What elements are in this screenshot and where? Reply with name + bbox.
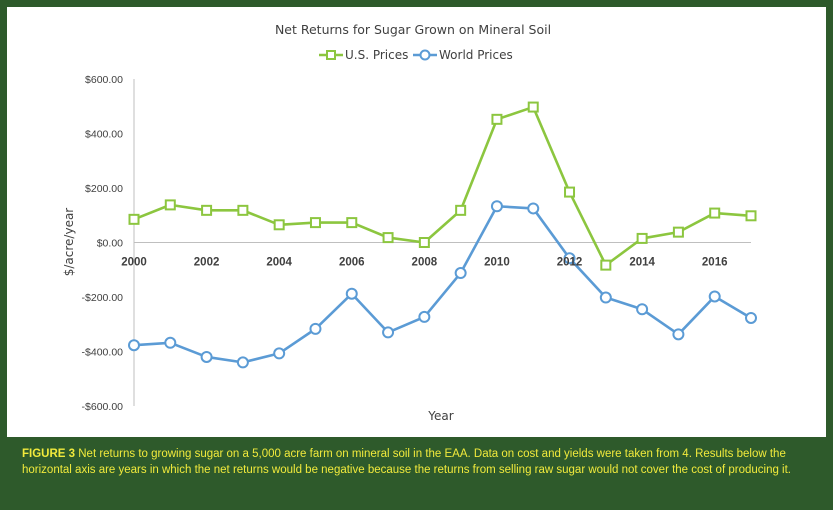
x-axis-ticks: 2000 2002 2004 2006 2008 2010 2012 2014 2016 bbox=[121, 257, 727, 269]
x-tick-label: 2006 bbox=[339, 257, 365, 269]
chart-title: Net Returns for Sugar Grown on Mineral S… bbox=[275, 22, 551, 37]
legend-marker-u-s-prices bbox=[326, 50, 336, 60]
y-tick-label: -$200.00 bbox=[82, 292, 124, 304]
line-chart: Net Returns for Sugar Grown on Mineral S… bbox=[62, 22, 757, 423]
legend: U.S. Prices World Prices bbox=[319, 48, 513, 62]
data-point-world-prices bbox=[708, 290, 721, 303]
series-line-u-s-prices bbox=[133, 105, 752, 267]
data-point-u-s-prices bbox=[237, 204, 249, 216]
data-point-world-prices bbox=[527, 202, 540, 215]
data-point-u-s-prices bbox=[273, 219, 285, 231]
data-point-world-prices bbox=[382, 326, 395, 339]
data-point-u-s-prices bbox=[309, 217, 321, 229]
x-tick-label: 2016 bbox=[702, 257, 728, 269]
caption-label: FIGURE 3 bbox=[22, 448, 76, 460]
x-axis-title: Year bbox=[427, 409, 453, 423]
data-point-world-prices bbox=[273, 347, 286, 360]
y-tick-label: -$400.00 bbox=[82, 347, 124, 359]
data-point-u-s-prices bbox=[164, 199, 176, 211]
data-point-world-prices bbox=[490, 200, 503, 213]
data-point-u-s-prices bbox=[745, 210, 757, 222]
legend-label-world-prices: World Prices bbox=[439, 48, 513, 62]
x-tick-label: 2010 bbox=[484, 257, 510, 269]
data-point-world-prices bbox=[418, 310, 431, 323]
data-point-u-s-prices bbox=[382, 232, 394, 244]
data-point-world-prices bbox=[200, 350, 213, 363]
x-tick-label: 2008 bbox=[412, 257, 438, 269]
data-point-u-s-prices bbox=[418, 237, 430, 248]
y-axis-ticks: $600.00 $400.00 $200.00 $0.00 -$200.00 -$400.… bbox=[82, 74, 124, 413]
data-point-u-s-prices bbox=[527, 101, 539, 113]
data-point-u-s-prices bbox=[128, 213, 140, 225]
data-point-world-prices bbox=[672, 328, 685, 341]
data-point-u-s-prices bbox=[564, 186, 576, 198]
data-point-world-prices bbox=[563, 252, 576, 265]
y-tick-label: $0.00 bbox=[97, 238, 123, 250]
data-point-world-prices bbox=[128, 339, 140, 352]
data-point-u-s-prices bbox=[636, 232, 648, 244]
legend-label-u-s-prices: U.S. Prices bbox=[345, 48, 408, 62]
chart-panel: Net Returns for Sugar Grown on Mineral S… bbox=[7, 7, 826, 437]
y-tick-label: $600.00 bbox=[85, 74, 123, 86]
x-tick-label: 2014 bbox=[629, 257, 655, 269]
data-point-u-s-prices bbox=[455, 204, 467, 216]
figure-caption: FIGURE 3 Net returns to growing sugar on… bbox=[22, 446, 817, 478]
data-point-u-s-prices bbox=[491, 113, 503, 125]
caption-text: Net returns to growing sugar on a 5,000 … bbox=[22, 448, 791, 476]
x-tick-label: 2012 bbox=[557, 257, 583, 269]
data-point-world-prices bbox=[599, 291, 612, 304]
y-tick-label: $400.00 bbox=[85, 129, 123, 141]
x-tick-label: 2004 bbox=[266, 257, 292, 269]
series-layer bbox=[128, 101, 757, 369]
data-point-world-prices bbox=[454, 267, 467, 280]
data-point-world-prices bbox=[745, 311, 757, 324]
data-point-u-s-prices bbox=[346, 217, 358, 229]
y-axis-title: $/acre/year bbox=[62, 208, 76, 277]
legend-marker-world-prices bbox=[419, 49, 431, 61]
data-point-world-prices bbox=[636, 303, 649, 316]
y-tick-label: -$600.00 bbox=[82, 401, 124, 413]
x-tick-label: 2002 bbox=[194, 257, 220, 269]
y-tick-label: $200.00 bbox=[85, 183, 123, 195]
data-point-world-prices bbox=[164, 336, 177, 349]
data-point-world-prices bbox=[345, 287, 358, 300]
data-point-u-s-prices bbox=[672, 226, 684, 238]
data-point-u-s-prices bbox=[709, 207, 721, 219]
data-point-world-prices bbox=[309, 322, 322, 335]
series-line-world-prices bbox=[133, 204, 752, 364]
data-point-u-s-prices bbox=[600, 259, 612, 271]
data-point-world-prices bbox=[236, 356, 249, 369]
data-point-u-s-prices bbox=[201, 204, 213, 216]
x-tick-label: 2000 bbox=[121, 257, 147, 269]
